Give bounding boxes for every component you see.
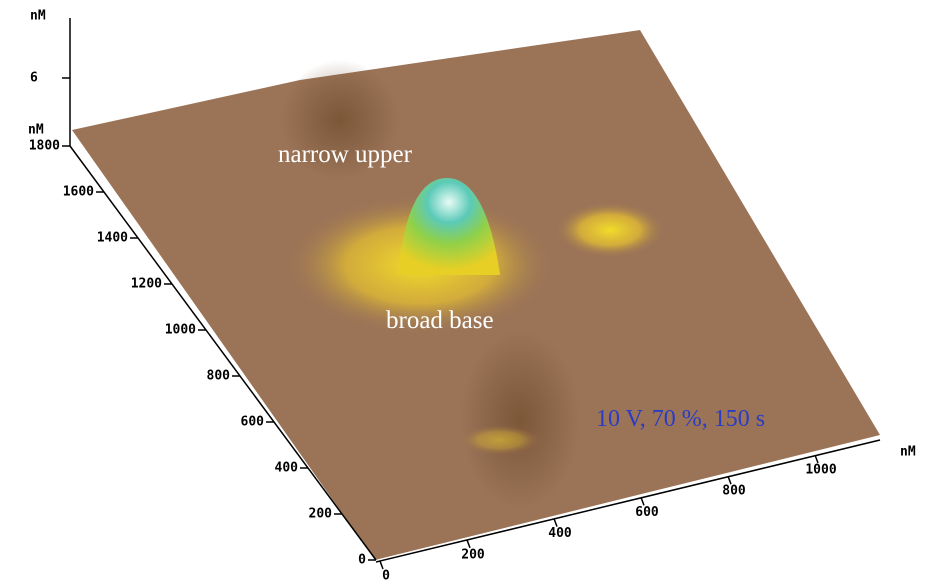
y-tick-label: 400 [275, 461, 299, 476]
x-tick-label: 0 [382, 569, 390, 583]
y-unit: nM [28, 123, 44, 138]
y-tick-label: 1200 [131, 277, 162, 292]
side-bump [555, 202, 665, 258]
x-tick-label: 800 [722, 484, 746, 499]
base-label: broad base [386, 307, 494, 334]
y-tick-label: 1400 [97, 231, 128, 246]
x-tick-label: 200 [461, 547, 485, 562]
x-tick-label: 600 [635, 505, 659, 520]
peak-label: narrow upper [278, 141, 413, 168]
y-tick-label: 1600 [63, 185, 94, 200]
z-tick-label: 6 [30, 71, 38, 86]
x-tick-label: 400 [548, 526, 572, 541]
conditions-label: 10 V, 70 %, 150 s [596, 406, 765, 432]
y-tick-label: 1000 [165, 323, 196, 338]
y-tick-label: 600 [241, 415, 265, 430]
y-tick-label: 200 [309, 507, 333, 522]
x-tick-label: 1000 [805, 463, 836, 478]
small-bump [460, 425, 540, 455]
y-tick-label: 800 [207, 369, 231, 384]
shadow [460, 330, 580, 510]
x-unit: nM [900, 445, 916, 460]
y-tick-label: 0 [358, 553, 366, 568]
afm-figure: nM 6 nM nM narrow upper broad base 10 V,… [0, 0, 929, 583]
z-unit: nM [30, 9, 46, 24]
y-tick-label: 1800 [29, 139, 60, 154]
